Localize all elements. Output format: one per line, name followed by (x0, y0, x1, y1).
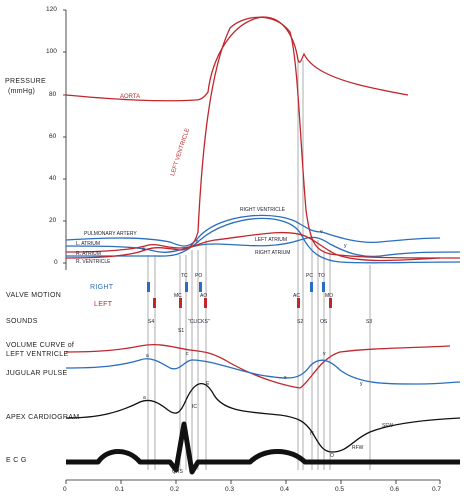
pulmonary-artery-curve (65, 214, 441, 247)
apex-cardiogram-curve (65, 382, 461, 453)
s2-label: S2 (297, 319, 304, 325)
pc-label: PC (306, 273, 313, 279)
pc-bar (310, 282, 313, 292)
ecg-title: E C G (6, 457, 27, 464)
s3-label: S3 (366, 319, 373, 325)
left-atrium-label: LEFT ATRIUM (255, 237, 288, 243)
ecg-t-label: T (274, 449, 278, 455)
right-heart-curves (65, 214, 461, 264)
pressure-tick-20: 20 (49, 217, 57, 224)
jugular-c-label: c (186, 351, 189, 357)
pressure-tick-120: 120 (46, 6, 57, 13)
mc-label: MC (174, 293, 182, 299)
time-tick-0-7: 0.7 (432, 486, 442, 493)
time-axis-ticks (65, 480, 441, 484)
jugular-title: JUGULAR PULSE (6, 370, 68, 377)
ecg-qrs-label: QRS (172, 469, 183, 475)
pressure-unit: (mmHg) (8, 88, 36, 95)
ao-bar (204, 298, 207, 308)
pressure-tick-0: 0 (54, 259, 58, 266)
tc-label: TC (181, 273, 188, 279)
time-tick-0-4: 0.4 (280, 486, 290, 493)
clicks-label: "CLICKS" (188, 319, 210, 325)
volume-title-2: LEFT VENTRICLE (6, 351, 69, 358)
right-ventricle-curve (65, 217, 461, 264)
aorta-curve (65, 16, 409, 102)
apex-ic-label: IC (192, 404, 197, 410)
time-tick-0-3: 0.3 (225, 486, 235, 493)
sounds-title: SOUNDS (6, 318, 38, 325)
r-ventricle-label: R. VENTRICLE (76, 259, 111, 265)
jugular-y-label: y (360, 381, 363, 387)
time-tick-0-6: 0.6 (390, 486, 400, 493)
po-label: PO (195, 273, 203, 279)
left-ventricle-curve (65, 16, 461, 259)
s4-label: S4 (148, 319, 155, 325)
pressure-tick-40: 40 (49, 175, 57, 182)
to-bar (322, 282, 325, 292)
valve-bars (147, 282, 332, 308)
apex-rfw-label: RFW (352, 445, 364, 451)
right-atrial-bar (147, 282, 150, 292)
jugular-a-label: a (146, 353, 149, 359)
right-atrium-curve (65, 236, 461, 258)
jugular-x-label: x (284, 375, 287, 381)
pressure-title: PRESSURE (5, 78, 46, 85)
apex-sfw-label: SFW (382, 423, 394, 429)
time-tick-0-2: 0.2 (170, 486, 180, 493)
aorta-label: AORTA (120, 94, 141, 100)
ac-bar (297, 298, 300, 308)
ac-label: AC (293, 293, 300, 299)
wave-v-label: v (320, 229, 323, 235)
jugular-pulse-curve (65, 358, 461, 385)
to-label: TO (318, 273, 325, 279)
os-label: OS (320, 319, 328, 325)
r-atrium-label: R. ATRIUM (76, 251, 101, 257)
valve-motion-title: VALVE MOTION (6, 292, 62, 299)
jugular-v-label: v (323, 351, 326, 357)
time-tick-0-5: 0.5 (335, 486, 345, 493)
left-heart-curves (65, 16, 461, 262)
apex-e-label: E (206, 381, 210, 387)
time-tick-0-1: 0.1 (115, 486, 125, 493)
tc-bar (185, 282, 188, 292)
mo-bar (329, 298, 332, 308)
apex-o-label: O (330, 453, 334, 459)
ecg-trace (66, 421, 460, 475)
left-atrial-bar (153, 298, 156, 308)
time-tick-0: 0 (63, 486, 67, 493)
ao-label: AO (200, 293, 208, 299)
right-ventricle-label: RIGHT VENTRICLE (240, 207, 285, 213)
pressure-axis-ticks (63, 9, 66, 264)
mo-label: MO (325, 293, 334, 299)
apex-a-label: a (143, 395, 146, 401)
right-atrium-label: RIGHT ATRIUM (255, 250, 291, 256)
pressure-tick-100: 100 (46, 48, 57, 55)
po-bar (199, 282, 202, 292)
left-atrium-curve (65, 231, 441, 262)
apex-title: APEX CARDIOGRAM (6, 414, 80, 421)
ecg-p-label: P (116, 449, 120, 455)
pulmonary-artery-label: PULMONARY ARTERY (84, 231, 137, 237)
wave-a-label: a (142, 246, 145, 252)
l-atrium-label: L. ATRIUM (76, 241, 101, 247)
wave-c-label: c (196, 239, 199, 245)
wave-y-label: y (344, 243, 347, 249)
volume-title-1: VOLUME CURVE of (6, 342, 75, 349)
s1-label: S1 (178, 328, 185, 334)
pressure-tick-80: 80 (49, 91, 57, 98)
volume-curve (65, 344, 451, 389)
valve-left-label: LEFT (94, 301, 113, 308)
valve-right-label: RIGHT (90, 284, 114, 291)
mc-bar (179, 298, 182, 308)
apex-h-label: H (310, 431, 314, 437)
volume-and-jugular-curves (65, 344, 461, 389)
pressure-tick-60: 60 (49, 133, 57, 140)
